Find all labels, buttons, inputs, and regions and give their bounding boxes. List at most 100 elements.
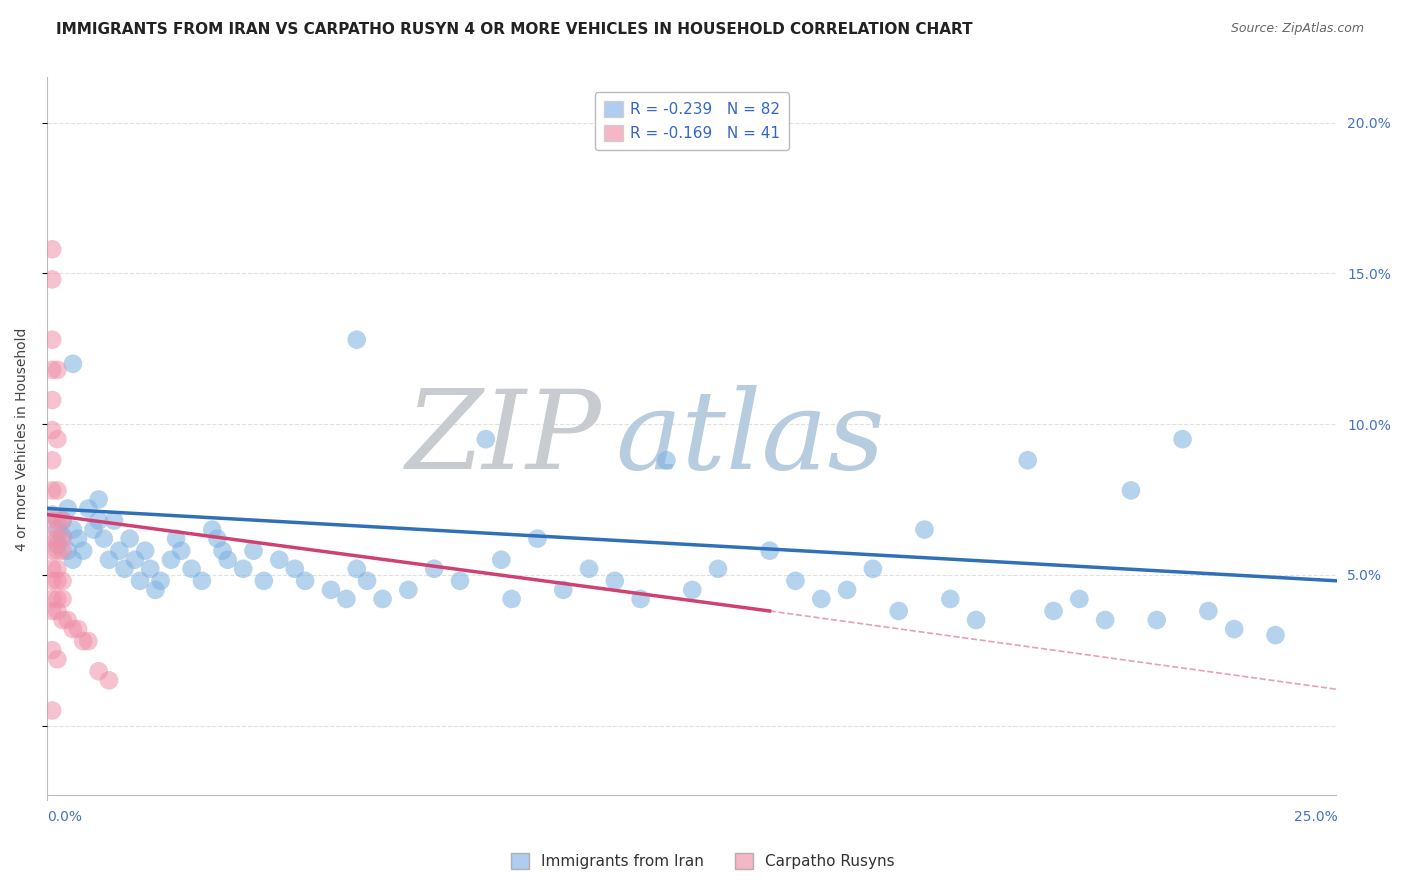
Point — [1264, 628, 1286, 642]
Point — [242, 543, 264, 558]
Point — [180, 562, 202, 576]
Point — [939, 591, 962, 606]
Point — [346, 562, 368, 576]
Point — [77, 634, 100, 648]
Point — [51, 543, 73, 558]
Point — [46, 543, 69, 558]
Point — [134, 543, 156, 558]
Point — [1171, 432, 1194, 446]
Point — [118, 532, 141, 546]
Point — [46, 483, 69, 498]
Point — [46, 562, 69, 576]
Point — [149, 574, 172, 588]
Point — [87, 514, 110, 528]
Point — [51, 613, 73, 627]
Point — [1069, 591, 1091, 606]
Point — [72, 634, 94, 648]
Point — [46, 652, 69, 666]
Point — [62, 622, 84, 636]
Point — [1223, 622, 1246, 636]
Legend: Immigrants from Iran, Carpatho Rusyns: Immigrants from Iran, Carpatho Rusyns — [505, 847, 901, 875]
Point — [449, 574, 471, 588]
Point — [77, 501, 100, 516]
Point — [46, 514, 69, 528]
Point — [56, 543, 79, 558]
Point — [269, 553, 291, 567]
Point — [1119, 483, 1142, 498]
Point — [41, 272, 63, 286]
Point — [62, 357, 84, 371]
Point — [46, 538, 69, 552]
Point — [887, 604, 910, 618]
Y-axis label: 4 or more Vehicles in Household: 4 or more Vehicles in Household — [15, 327, 30, 551]
Point — [475, 432, 498, 446]
Point — [396, 582, 419, 597]
Point — [56, 501, 79, 516]
Point — [51, 528, 73, 542]
Text: 0.0%: 0.0% — [46, 810, 82, 824]
Point — [1094, 613, 1116, 627]
Text: ZIP: ZIP — [406, 385, 602, 493]
Point — [371, 591, 394, 606]
Point — [56, 613, 79, 627]
Point — [655, 453, 678, 467]
Point — [165, 532, 187, 546]
Point — [41, 604, 63, 618]
Point — [87, 492, 110, 507]
Point — [62, 553, 84, 567]
Point — [41, 508, 63, 522]
Point — [66, 622, 89, 636]
Point — [758, 543, 780, 558]
Point — [46, 363, 69, 377]
Point — [284, 562, 307, 576]
Point — [914, 523, 936, 537]
Point — [108, 543, 131, 558]
Text: IMMIGRANTS FROM IRAN VS CARPATHO RUSYN 4 OR MORE VEHICLES IN HOUSEHOLD CORRELATI: IMMIGRANTS FROM IRAN VS CARPATHO RUSYN 4… — [56, 22, 973, 37]
Point — [423, 562, 446, 576]
Point — [114, 562, 136, 576]
Point — [93, 532, 115, 546]
Point — [41, 453, 63, 467]
Point — [217, 553, 239, 567]
Point — [103, 514, 125, 528]
Legend: R = -0.239   N = 82, R = -0.169   N = 41: R = -0.239 N = 82, R = -0.169 N = 41 — [595, 92, 789, 150]
Point — [41, 574, 63, 588]
Point — [41, 242, 63, 256]
Point — [41, 562, 63, 576]
Text: 25.0%: 25.0% — [1294, 810, 1337, 824]
Point — [319, 582, 342, 597]
Point — [835, 582, 858, 597]
Point — [785, 574, 807, 588]
Point — [346, 333, 368, 347]
Text: Source: ZipAtlas.com: Source: ZipAtlas.com — [1230, 22, 1364, 36]
Point — [139, 562, 162, 576]
Point — [66, 532, 89, 546]
Point — [46, 532, 69, 546]
Point — [207, 532, 229, 546]
Point — [965, 613, 987, 627]
Point — [1042, 604, 1064, 618]
Point — [862, 562, 884, 576]
Point — [51, 574, 73, 588]
Point — [211, 543, 233, 558]
Point — [356, 574, 378, 588]
Point — [62, 523, 84, 537]
Point — [526, 532, 548, 546]
Point — [253, 574, 276, 588]
Point — [201, 523, 224, 537]
Point — [124, 553, 146, 567]
Point — [72, 543, 94, 558]
Point — [170, 543, 193, 558]
Point — [46, 604, 69, 618]
Point — [51, 532, 73, 546]
Point — [41, 543, 63, 558]
Point — [46, 432, 69, 446]
Point — [51, 514, 73, 528]
Point — [98, 673, 121, 688]
Point — [335, 591, 357, 606]
Point — [41, 363, 63, 377]
Point — [553, 582, 575, 597]
Point — [578, 562, 600, 576]
Point — [51, 591, 73, 606]
Point — [681, 582, 703, 597]
